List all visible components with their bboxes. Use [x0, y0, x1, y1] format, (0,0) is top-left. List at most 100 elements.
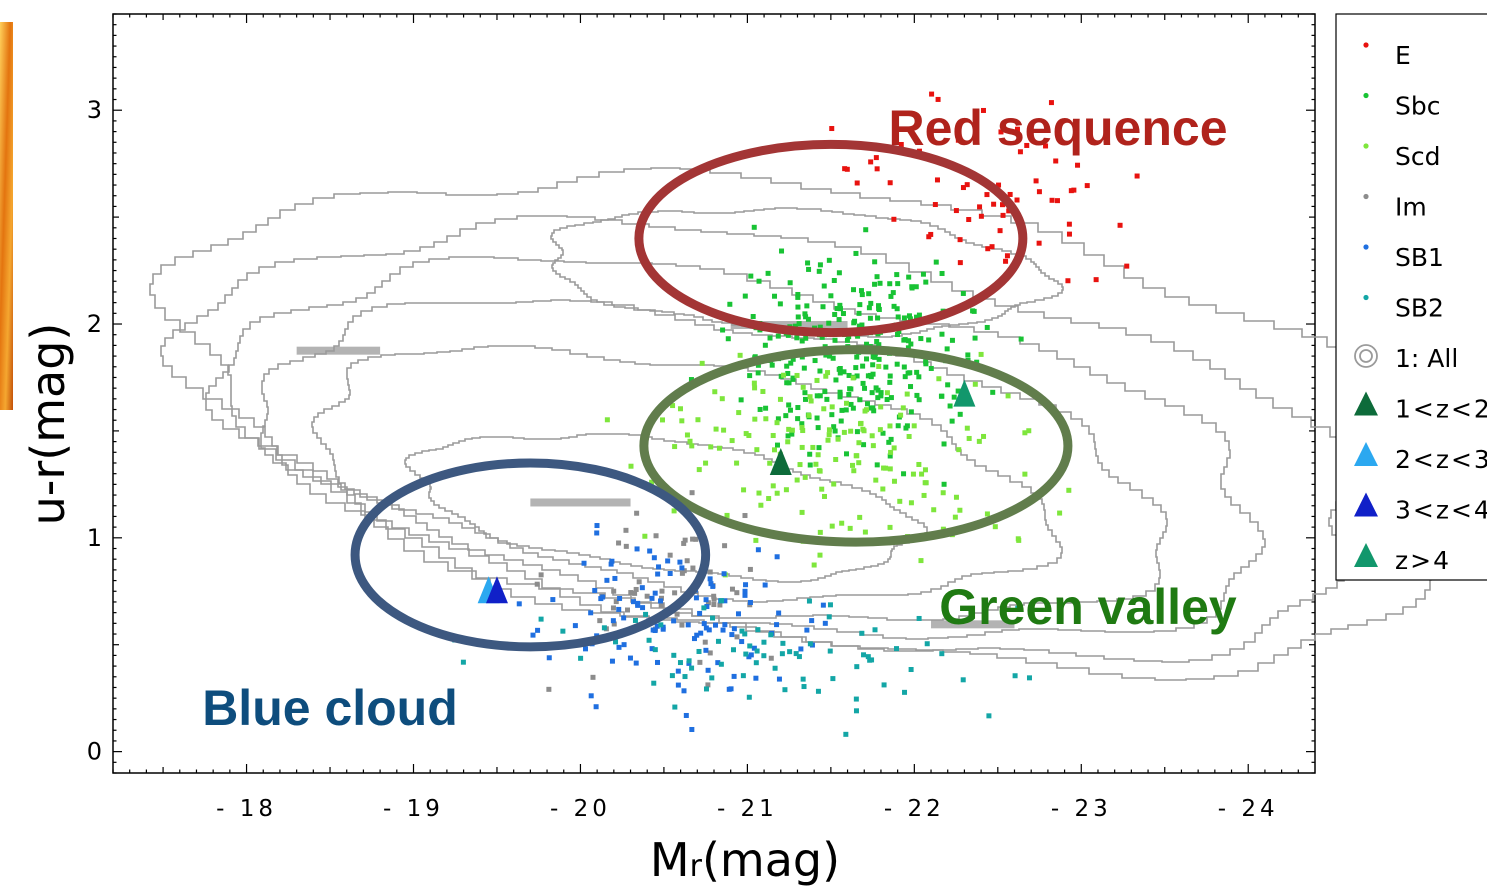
point-scd — [604, 417, 610, 423]
point-sbc — [863, 227, 869, 233]
point-sb1 — [651, 555, 657, 561]
point-scd — [800, 428, 806, 434]
point-sb2 — [1012, 673, 1018, 679]
point-sb2 — [872, 627, 878, 633]
point-e — [1003, 258, 1009, 264]
point-sbc — [725, 336, 731, 342]
point-scd — [703, 460, 709, 466]
legend-item: E — [1363, 41, 1411, 70]
point-sbc — [829, 412, 835, 418]
point-sbc — [790, 356, 796, 362]
point-scd — [695, 417, 701, 423]
point-sb2 — [916, 615, 922, 621]
point-scd — [649, 479, 655, 485]
point-sb2 — [560, 628, 566, 634]
point-sbc — [795, 314, 801, 320]
point-sbc — [872, 259, 878, 265]
point-sbc — [812, 358, 818, 364]
point-scd — [758, 502, 764, 508]
point-im — [689, 490, 695, 496]
point-sbc — [748, 273, 754, 279]
y-tick-label: 3 — [87, 96, 102, 124]
point-sbc — [788, 360, 794, 366]
point-sb2 — [793, 651, 799, 657]
point-scd — [767, 460, 773, 466]
point-im — [711, 602, 717, 608]
point-scd — [789, 427, 795, 433]
point-sbc — [775, 333, 781, 339]
point-scd — [724, 512, 730, 518]
point-sb1 — [612, 575, 618, 581]
point-sbc — [866, 291, 872, 297]
point-sb1 — [535, 627, 541, 633]
point-sbc — [727, 301, 733, 307]
legend-item: 3<z<4 — [1354, 492, 1487, 525]
point-sbc — [871, 408, 877, 414]
point-sbc — [856, 310, 862, 316]
point-sb1 — [703, 625, 709, 631]
point-im — [538, 572, 544, 578]
point-im — [546, 686, 552, 692]
point-sb1 — [697, 610, 703, 616]
point-sb2 — [578, 655, 584, 661]
point-sbc — [762, 342, 768, 348]
point-sb2 — [1026, 675, 1032, 681]
point-im — [616, 540, 622, 546]
point-sb2 — [780, 640, 786, 646]
point-sbc — [861, 442, 867, 448]
point-scd — [760, 388, 766, 394]
point-scd — [862, 529, 868, 535]
point-sbc — [864, 341, 870, 347]
point-sbc — [742, 293, 748, 299]
point-sb2 — [826, 614, 832, 620]
point-sb1 — [820, 602, 826, 608]
point-sbc — [804, 303, 810, 309]
point-sb1 — [639, 585, 645, 591]
point-scd — [940, 490, 946, 496]
point-sb1 — [686, 660, 692, 666]
point-sbc — [878, 390, 884, 396]
point-sb1 — [671, 618, 677, 624]
x-tick-label: - 19 — [383, 796, 444, 822]
point-sb2 — [830, 676, 836, 682]
point-sb1 — [616, 644, 622, 650]
point-sbc — [796, 321, 802, 327]
point-sbc — [799, 338, 805, 344]
point-sb1 — [708, 581, 714, 587]
point-sb2 — [800, 676, 806, 682]
point-sbc — [814, 393, 820, 399]
point-e — [1043, 143, 1049, 149]
point-sb2 — [646, 637, 652, 643]
point-sb1 — [609, 558, 615, 564]
point-scd — [741, 487, 747, 493]
point-sbc — [902, 337, 908, 343]
point-sb2 — [761, 653, 767, 659]
legend-label: 1: All — [1395, 344, 1458, 373]
x-tick-label: - 20 — [550, 796, 611, 822]
point-scd — [713, 426, 719, 432]
point-scd — [687, 438, 693, 444]
point-scd — [831, 481, 837, 487]
point-scd — [799, 509, 805, 515]
point-im — [658, 595, 664, 601]
point-scd — [851, 468, 857, 474]
point-scd — [746, 432, 752, 438]
point-e — [1014, 126, 1020, 132]
point-im — [634, 510, 640, 516]
point-sbc — [853, 365, 859, 371]
legend-dot-icon — [1363, 193, 1369, 200]
point-sb2 — [894, 646, 900, 652]
point-scd — [810, 444, 816, 450]
legend-dot-icon — [1363, 294, 1369, 301]
point-e — [1049, 197, 1055, 203]
point-scd — [814, 377, 820, 383]
contour-line — [311, 345, 1063, 603]
point-sbc — [984, 324, 990, 330]
point-sb1 — [762, 582, 768, 588]
x-axis-label: Mr(mag) — [650, 833, 840, 887]
point-scd — [911, 423, 917, 429]
point-sbc — [920, 271, 926, 277]
point-sb2 — [881, 682, 887, 688]
point-sb1 — [630, 599, 636, 605]
point-sb2 — [761, 639, 767, 645]
